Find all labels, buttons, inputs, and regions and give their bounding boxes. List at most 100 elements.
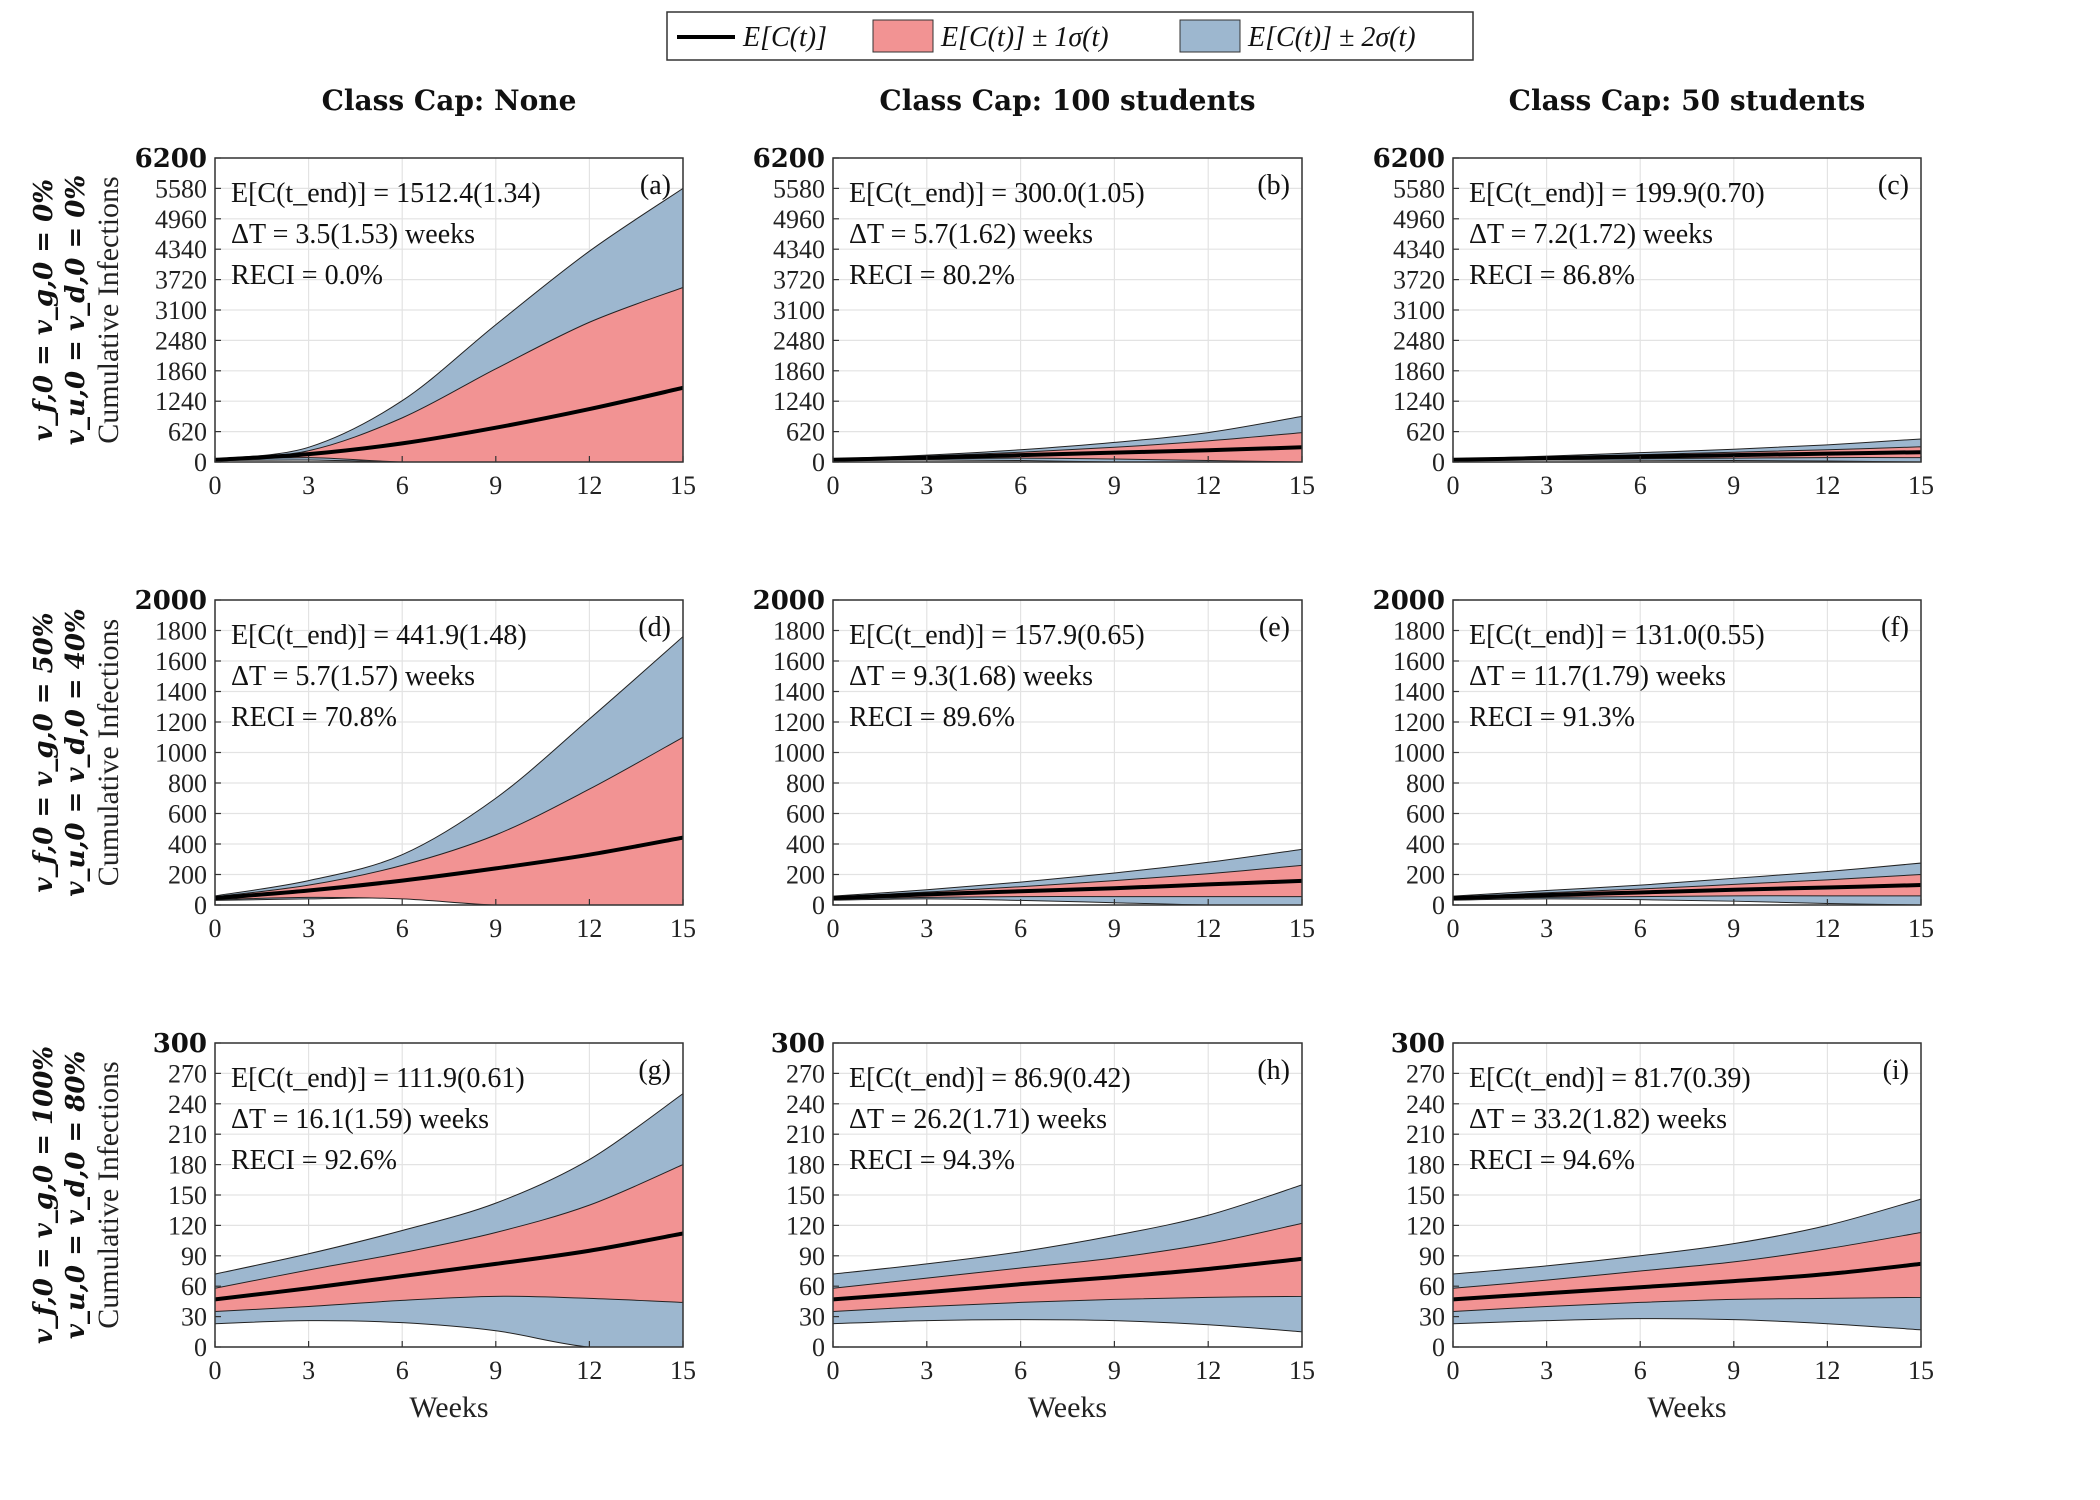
y-tick-label: 180 bbox=[1406, 1151, 1445, 1180]
panel-tag: (g) bbox=[638, 1055, 671, 1086]
panel-a: 0620124018602480310037204340496055806200… bbox=[135, 144, 696, 500]
panel-c: 0620124018602480310037204340496055806200… bbox=[1373, 144, 1934, 500]
x-tick-label: 9 bbox=[489, 471, 502, 500]
legend-band2-label: E[C(t)] ± 2σ(t) bbox=[1247, 22, 1416, 53]
x-tick-label: 12 bbox=[1195, 914, 1221, 943]
band-1sigma bbox=[833, 432, 1302, 462]
annotation-2: ΔT = 9.3(1.68) weeks bbox=[849, 661, 1093, 692]
mean-line bbox=[1453, 1261, 1921, 1302]
legend: E[C(t)] E[C(t)] ± 1σ(t) E[C(t)] ± 2σ(t) bbox=[666, 11, 1474, 61]
x-tick-label: 15 bbox=[1908, 1356, 1934, 1385]
y-tick-label: 90 bbox=[1419, 1242, 1445, 1271]
annotation-3: RECI = 92.6% bbox=[231, 1145, 397, 1176]
y-tick-label: 180 bbox=[786, 1151, 825, 1180]
legend-band1-label: E[C(t)] ± 1σ(t) bbox=[940, 22, 1109, 53]
y-tick-label: 60 bbox=[799, 1272, 825, 1301]
x-tick-label: 6 bbox=[1014, 1356, 1027, 1385]
x-tick-label: 9 bbox=[1108, 1356, 1121, 1385]
y-tick-label: 1400 bbox=[1393, 678, 1445, 707]
annotation-1: E[C(t_end)] = 81.7(0.39) bbox=[1469, 1063, 1751, 1094]
y-tick-label: 270 bbox=[786, 1059, 825, 1088]
y-tick-label: 270 bbox=[168, 1059, 207, 1088]
x-tick-label: 6 bbox=[1014, 471, 1027, 500]
y-tick-label: 800 bbox=[1406, 769, 1445, 798]
y-tick-label: 1600 bbox=[773, 647, 825, 676]
y-tick-label: 200 bbox=[786, 861, 825, 890]
y-tick-label: 1240 bbox=[1393, 387, 1445, 416]
y-tick-label: 6200 bbox=[135, 144, 207, 174]
x-tick-label: 0 bbox=[209, 1356, 222, 1385]
y-tick-label: 210 bbox=[168, 1120, 207, 1149]
row-label-line1: v_f,0 = v_g,0 = 50% bbox=[29, 613, 59, 893]
y-tick-label: 3100 bbox=[1393, 296, 1445, 325]
x-tick-label: 0 bbox=[827, 471, 840, 500]
x-tick-label: 0 bbox=[1447, 471, 1460, 500]
x-tick-label: 6 bbox=[1634, 471, 1647, 500]
y-tick-label: 0 bbox=[194, 1333, 207, 1362]
y-tick-label: 2000 bbox=[1373, 586, 1445, 616]
y-tick-label: 1600 bbox=[1393, 647, 1445, 676]
y-tick-label: 300 bbox=[153, 1029, 207, 1059]
y-tick-label: 60 bbox=[181, 1272, 207, 1301]
y-tick-label: 300 bbox=[1391, 1029, 1445, 1059]
x-tick-label: 3 bbox=[920, 914, 933, 943]
band-1sigma bbox=[215, 1164, 683, 1313]
y-tick-label: 6200 bbox=[1373, 144, 1445, 174]
x-tick-label: 0 bbox=[827, 914, 840, 943]
annotation-1: E[C(t_end)] = 441.9(1.48) bbox=[231, 620, 527, 651]
x-tick-label: 9 bbox=[1108, 471, 1121, 500]
x-tick-label: 0 bbox=[209, 471, 222, 500]
y-tick-label: 270 bbox=[1406, 1059, 1445, 1088]
x-tick-label: 3 bbox=[920, 471, 933, 500]
x-tick-label: 3 bbox=[1540, 471, 1553, 500]
y-tick-label: 2480 bbox=[1393, 326, 1445, 355]
x-tick-label: 6 bbox=[396, 914, 409, 943]
y-tick-label: 150 bbox=[1406, 1181, 1445, 1210]
y-tick-label: 4960 bbox=[155, 205, 207, 234]
annotation-3: RECI = 94.3% bbox=[849, 1145, 1015, 1176]
x-tick-label: 6 bbox=[396, 1356, 409, 1385]
legend-box bbox=[666, 11, 1474, 61]
x-tick-label: 9 bbox=[1727, 471, 1740, 500]
x-tick-label: 3 bbox=[302, 471, 315, 500]
band-1sigma bbox=[833, 864, 1302, 900]
y-tick-label: 3100 bbox=[155, 296, 207, 325]
y-tick-label: 620 bbox=[786, 418, 825, 447]
y-tick-label: 240 bbox=[786, 1090, 825, 1119]
panel-b: 0620124018602480310037204340496055806200… bbox=[753, 144, 1315, 500]
x-tick-label: 3 bbox=[302, 914, 315, 943]
y-tick-label: 120 bbox=[786, 1211, 825, 1240]
column-title-2: Class Cap: 100 students bbox=[879, 84, 1255, 117]
x-tick-label: 15 bbox=[1289, 471, 1315, 500]
y-tick-label: 620 bbox=[168, 418, 207, 447]
annotation-3: RECI = 91.3% bbox=[1469, 702, 1635, 733]
y-tick-label: 5580 bbox=[155, 174, 207, 203]
x-axis-label: Weeks bbox=[1028, 1391, 1107, 1424]
y-tick-label: 4960 bbox=[1393, 205, 1445, 234]
series-group bbox=[833, 1184, 1302, 1333]
y-tick-label: 1800 bbox=[773, 617, 825, 646]
y-tick-label: 0 bbox=[1432, 448, 1445, 477]
annotation-2: ΔT = 5.7(1.57) weeks bbox=[231, 661, 475, 692]
x-tick-label: 3 bbox=[1540, 914, 1553, 943]
y-tick-label: 200 bbox=[168, 861, 207, 890]
annotation-2: ΔT = 33.2(1.82) weeks bbox=[1469, 1104, 1727, 1135]
series-group bbox=[1453, 1198, 1921, 1331]
mean-line bbox=[1453, 450, 1921, 462]
x-tick-label: 0 bbox=[1447, 1356, 1460, 1385]
x-tick-label: 12 bbox=[1195, 1356, 1221, 1385]
y-tick-label: 600 bbox=[1406, 800, 1445, 829]
y-tick-label: 0 bbox=[194, 448, 207, 477]
annotation-3: RECI = 0.0% bbox=[231, 260, 383, 291]
series-group bbox=[215, 635, 683, 905]
y-tick-label: 400 bbox=[168, 830, 207, 859]
y-tick-label: 30 bbox=[799, 1303, 825, 1332]
y-tick-label: 240 bbox=[168, 1090, 207, 1119]
x-tick-label: 0 bbox=[209, 914, 222, 943]
column-title-3: Class Cap: 50 students bbox=[1509, 84, 1866, 117]
row-label-line1: v_f,0 = v_g,0 = 0% bbox=[29, 179, 59, 441]
y-tick-label: 0 bbox=[194, 891, 207, 920]
